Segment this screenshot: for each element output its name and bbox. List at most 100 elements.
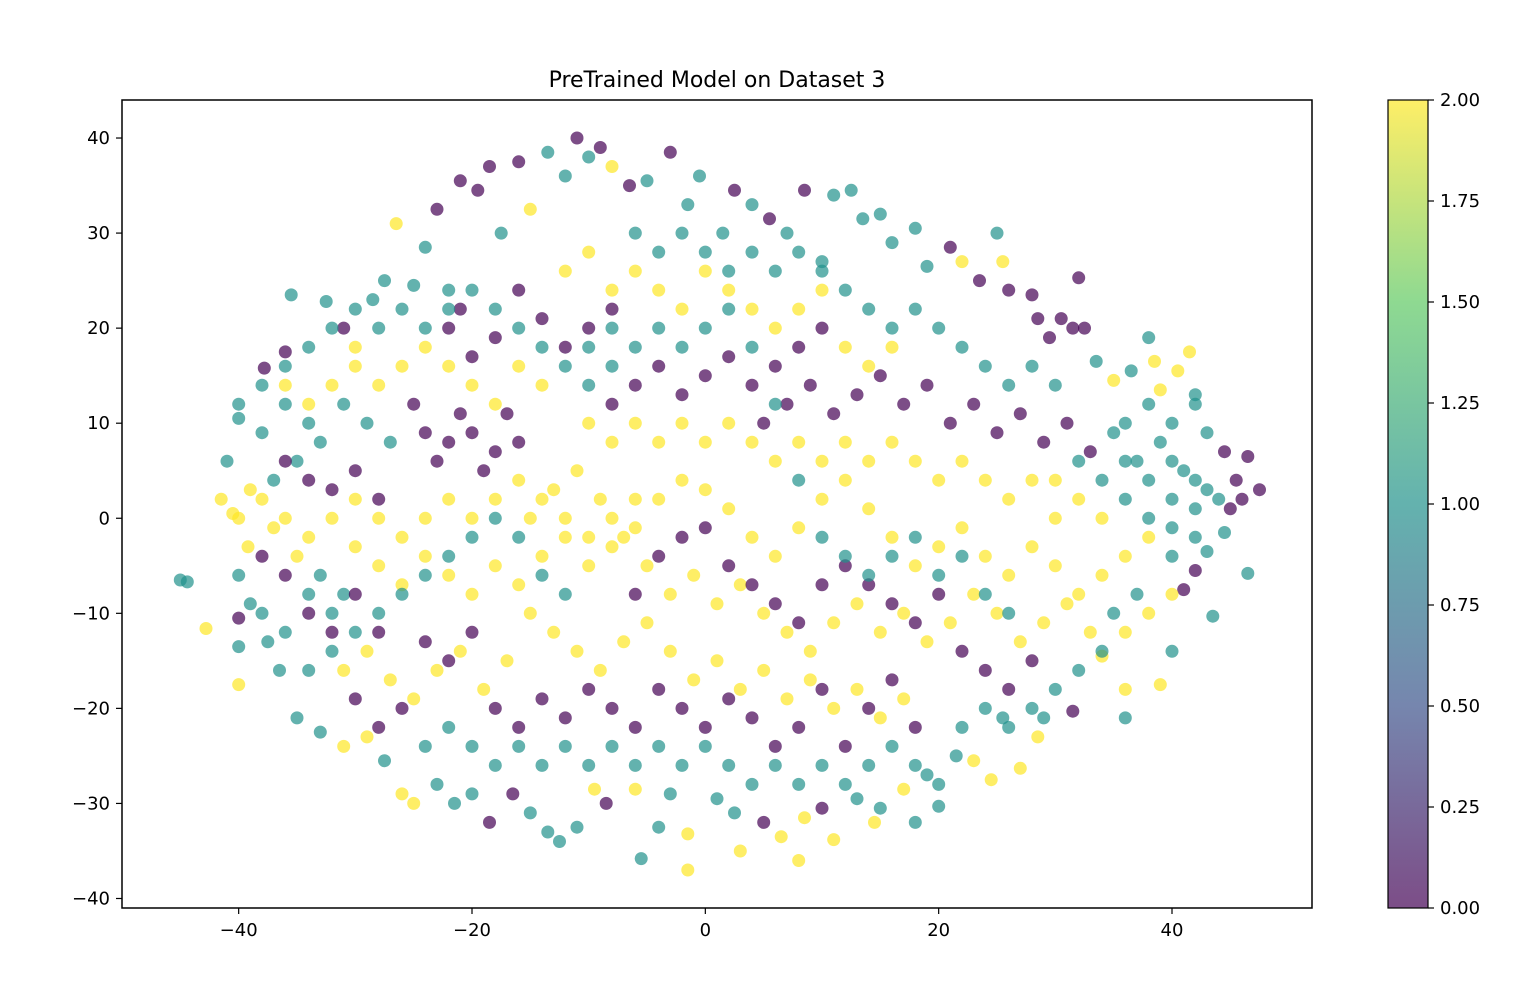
data-point: [1153, 435, 1167, 449]
data-point: [360, 644, 374, 658]
data-point: [838, 473, 852, 487]
data-point: [418, 321, 432, 335]
data-point: [897, 397, 911, 411]
data-point: [232, 411, 246, 425]
data-point: [278, 511, 292, 525]
data-point: [978, 549, 992, 563]
data-point: [1118, 625, 1132, 639]
data-point: [1165, 454, 1179, 468]
data-point: [798, 811, 811, 825]
data-point: [477, 464, 491, 478]
data-point: [418, 568, 432, 582]
data-point: [885, 739, 899, 753]
data-point: [990, 606, 1004, 620]
data-point: [1241, 566, 1255, 580]
data-point: [652, 359, 666, 373]
data-point: [1025, 540, 1039, 554]
data-point: [978, 587, 992, 601]
data-point: [1107, 426, 1121, 440]
data-point: [553, 835, 566, 848]
data-point: [255, 606, 269, 620]
data-point: [395, 701, 409, 715]
data-point: [407, 397, 421, 411]
data-point: [605, 701, 619, 715]
plot-frame: [121, 99, 1313, 909]
data-point: [780, 625, 794, 639]
data-point: [488, 758, 502, 772]
data-point: [628, 340, 642, 354]
chart-title: PreTrained Model on Dataset 3: [549, 68, 886, 93]
data-point: [389, 217, 403, 231]
data-point: [1142, 511, 1156, 525]
data-point: [698, 369, 712, 383]
data-point: [623, 179, 636, 193]
data-point: [1200, 545, 1214, 558]
data-point: [885, 236, 899, 250]
data-point: [949, 749, 963, 763]
data-point: [850, 388, 864, 402]
data-point: [908, 302, 922, 316]
data-point: [932, 540, 946, 554]
data-point: [920, 378, 934, 392]
data-point: [955, 255, 969, 269]
data-point: [967, 754, 981, 768]
data-point: [465, 739, 479, 753]
data-point: [1037, 711, 1051, 725]
data-point: [360, 730, 374, 744]
data-point: [1200, 483, 1214, 497]
data-point: [605, 359, 619, 373]
data-point: [535, 549, 549, 563]
data-point: [483, 160, 496, 173]
data-point: [593, 492, 607, 506]
data-point: [920, 259, 934, 273]
data-point: [558, 711, 572, 725]
data-point: [733, 844, 747, 858]
data-point: [698, 435, 712, 449]
data-point: [494, 226, 508, 240]
data-point: [1066, 704, 1080, 718]
data-point: [442, 654, 456, 668]
data-point: [523, 511, 537, 525]
data-point: [395, 302, 409, 316]
data-point: [978, 359, 992, 373]
data-point: [199, 622, 213, 635]
data-point: [582, 416, 596, 430]
data-point: [582, 340, 596, 354]
data-point: [325, 378, 339, 392]
data-point: [1142, 473, 1156, 487]
data-point: [733, 578, 747, 592]
data-point: [1188, 502, 1202, 516]
data-point: [214, 492, 228, 506]
data-point: [337, 739, 351, 753]
data-point: [1118, 454, 1132, 468]
y-tick-label: −20: [72, 698, 110, 719]
data-point: [1153, 678, 1167, 692]
data-point: [273, 663, 286, 677]
data-point: [453, 302, 467, 316]
data-point: [512, 473, 526, 487]
data-point: [838, 549, 852, 563]
data-point: [605, 160, 619, 173]
data-point: [862, 502, 876, 516]
data-point: [488, 701, 502, 715]
colorbar-tick-label: 0.25: [1440, 797, 1480, 818]
data-point: [920, 768, 934, 782]
data-point: [1107, 606, 1121, 620]
data-point: [763, 212, 776, 226]
data-point: [698, 521, 712, 535]
data-point: [430, 202, 444, 216]
data-point: [628, 521, 642, 535]
data-point: [302, 663, 316, 677]
data-point: [745, 302, 759, 316]
data-point: [815, 264, 829, 278]
data-point: [873, 711, 887, 725]
data-point: [943, 616, 957, 630]
data-point: [932, 777, 946, 791]
data-point: [628, 587, 642, 601]
data-point: [465, 511, 479, 525]
data-point: [792, 777, 806, 791]
data-point: [862, 302, 876, 316]
data-point: [558, 511, 572, 525]
data-point: [348, 587, 362, 601]
